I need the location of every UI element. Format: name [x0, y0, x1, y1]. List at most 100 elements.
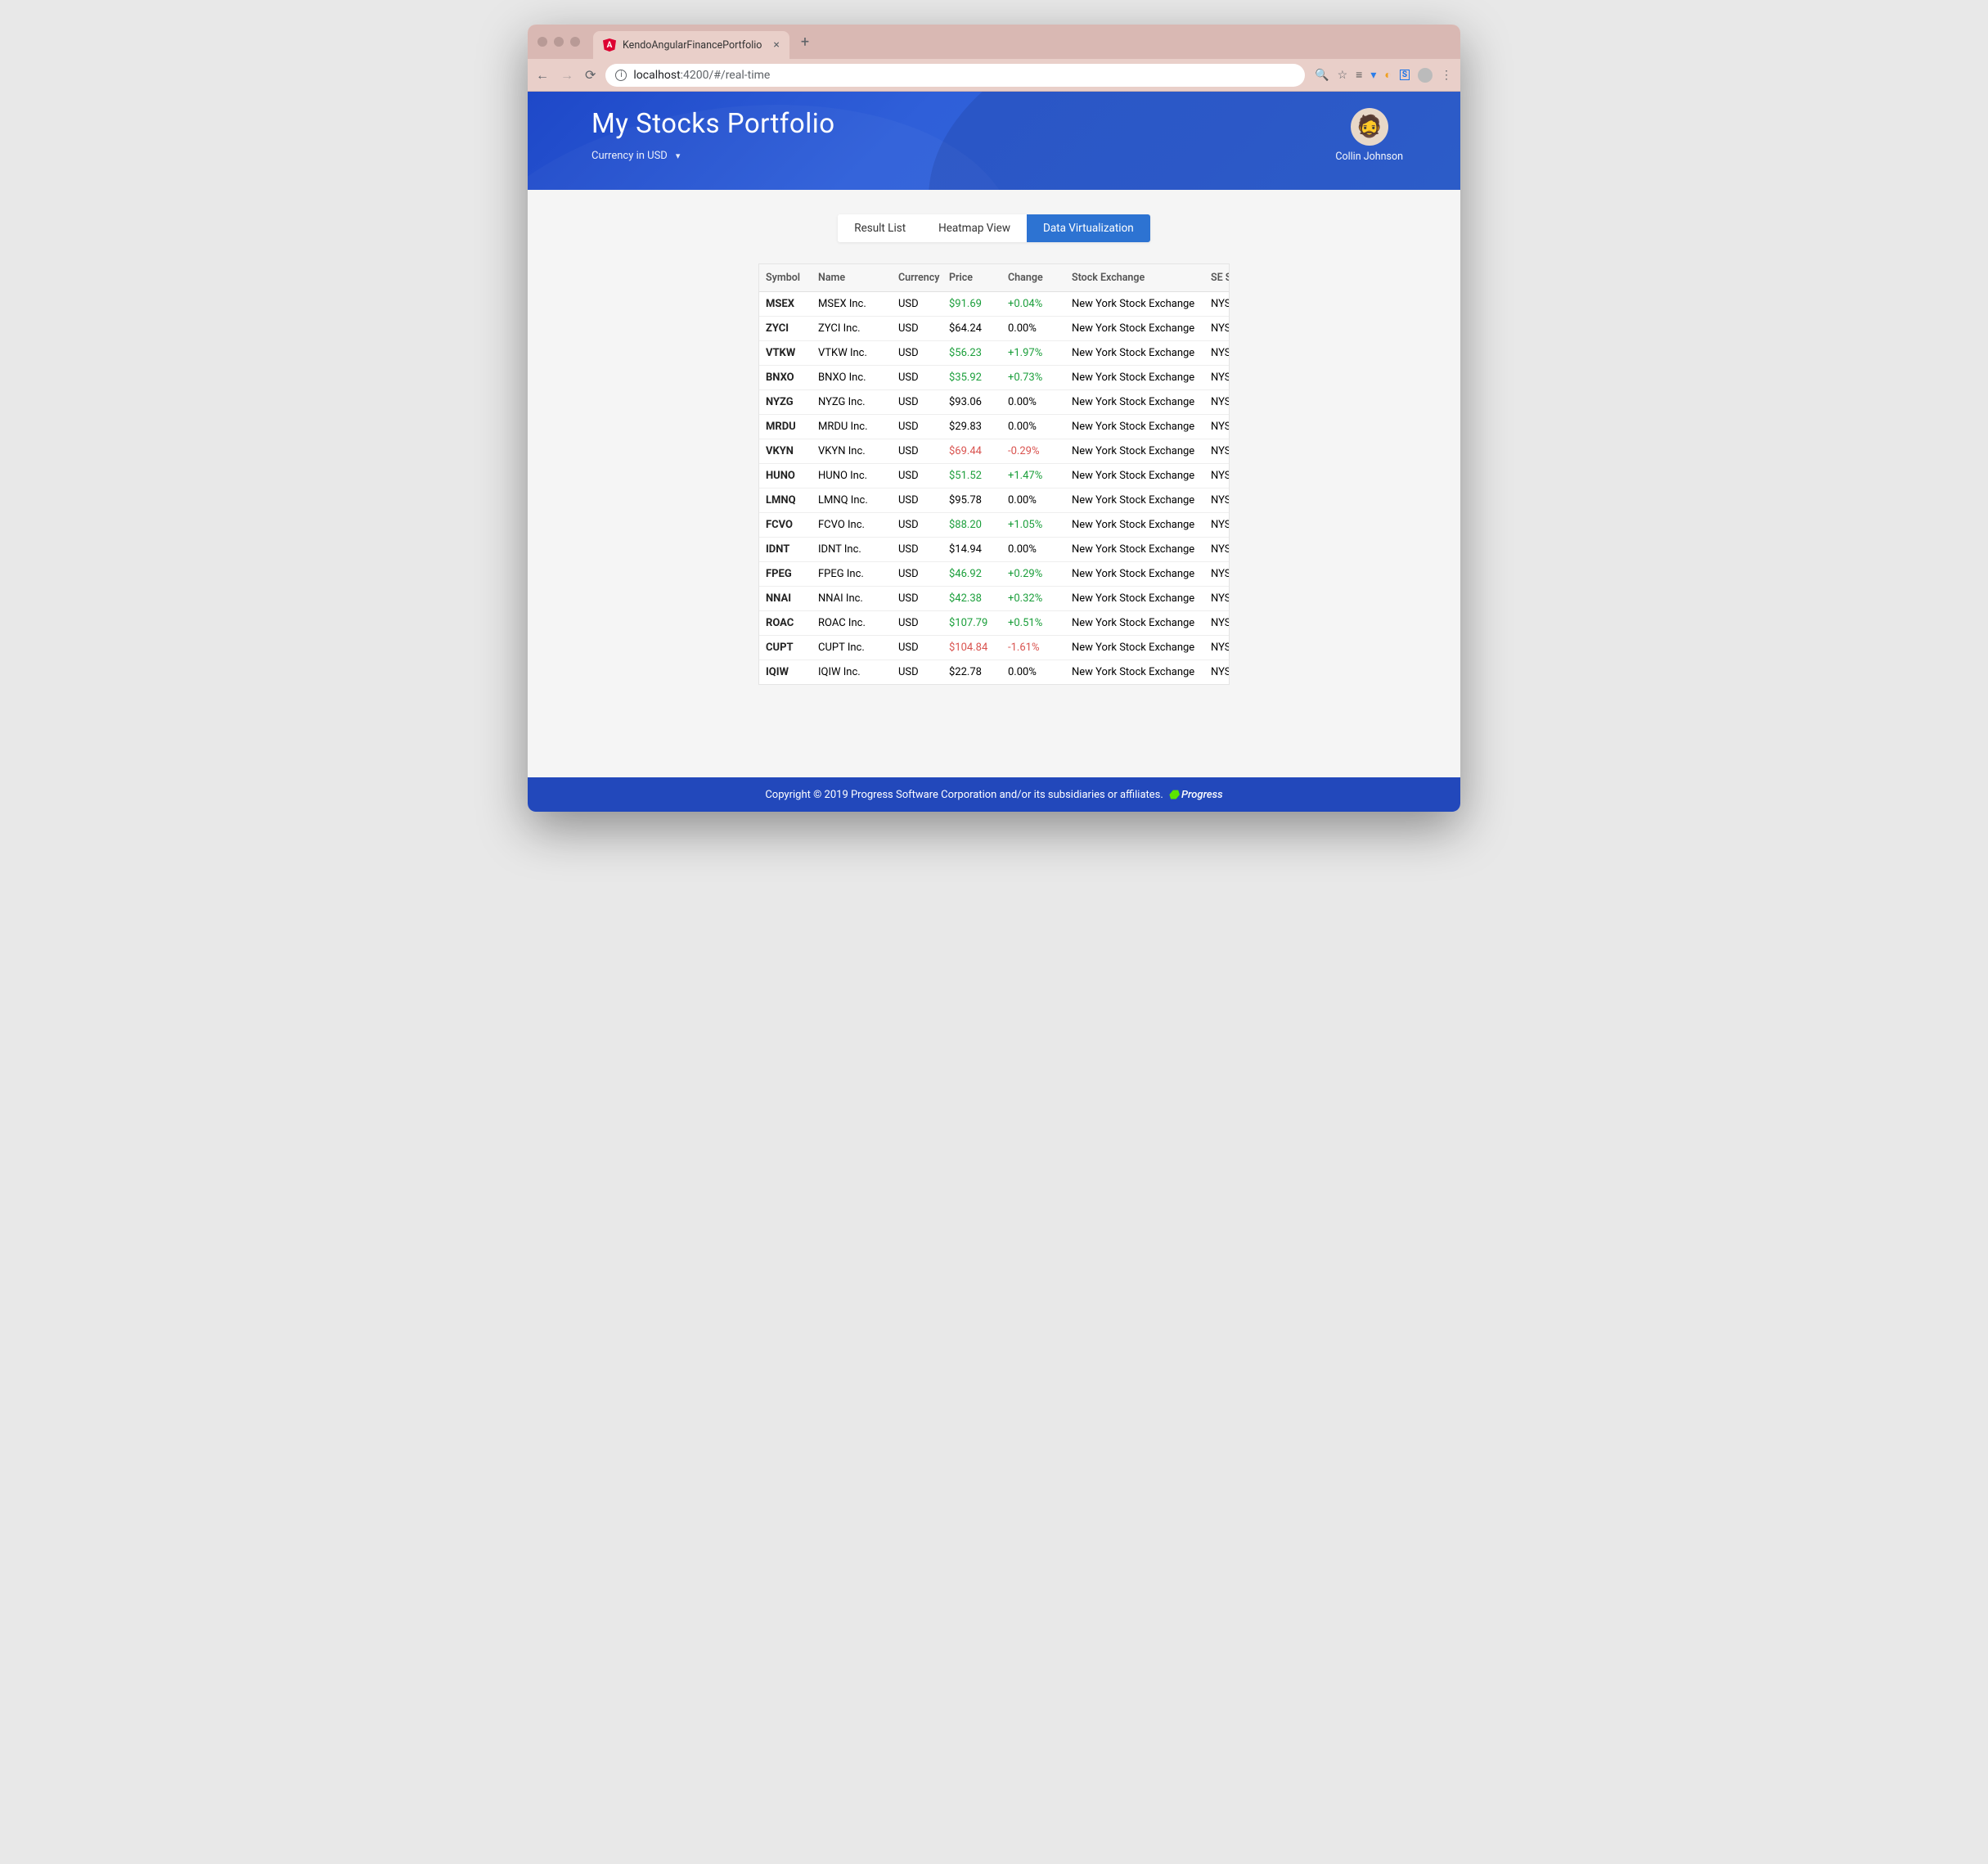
cell-currency: USD [892, 464, 942, 489]
new-tab-button[interactable]: + [801, 34, 809, 51]
cell-exchange: New York Stock Exchange [1065, 538, 1204, 562]
cell-se-short: NYSE [1204, 341, 1230, 366]
cell-exchange: New York Stock Exchange [1065, 513, 1204, 538]
cell-exchange: New York Stock Exchange [1065, 611, 1204, 636]
column-header[interactable]: Stock Exchange [1065, 264, 1204, 292]
cell-price: $64.24 [942, 317, 1001, 341]
table-row[interactable]: FPEGFPEG Inc.USD$46.92+0.29%New York Sto… [759, 562, 1230, 587]
cell-currency: USD [892, 611, 942, 636]
table-row[interactable]: VTKWVTKW Inc.USD$56.23+1.97%New York Sto… [759, 341, 1230, 366]
profile-avatar-icon[interactable] [1418, 68, 1433, 83]
cell-symbol: IQIW [759, 660, 812, 685]
cell-symbol: VTKW [759, 341, 812, 366]
cell-change: 0.00% [1001, 415, 1065, 439]
table-row[interactable]: ZYCIZYCI Inc.USD$64.240.00%New York Stoc… [759, 317, 1230, 341]
cell-change: +0.51% [1001, 611, 1065, 636]
cell-currency: USD [892, 489, 942, 513]
browser-menu-icon[interactable]: ⋮ [1441, 69, 1452, 82]
cell-name: NYZG Inc. [812, 390, 892, 415]
browser-window: A KendoAngularFinancePortfolio × + ← → ⟳… [528, 25, 1460, 812]
toolbar-right: 🔍 ☆ ≡ ▾ ◐ S ⋮ [1315, 68, 1452, 83]
cell-change: +1.47% [1001, 464, 1065, 489]
stocks-grid: SymbolNameCurrencyPriceChangeStock Excha… [758, 263, 1230, 685]
view-tabs: Result ListHeatmap ViewData Virtualizati… [838, 214, 1149, 242]
view-tab-heatmap-view[interactable]: Heatmap View [922, 214, 1027, 242]
cell-price: $14.94 [942, 538, 1001, 562]
extension-icon[interactable]: ◐ [1384, 68, 1391, 82]
view-tab-result-list[interactable]: Result List [838, 214, 922, 242]
nav-forward-icon[interactable]: → [560, 67, 573, 83]
table-row[interactable]: LMNQLMNQ Inc.USD$95.780.00%New York Stoc… [759, 489, 1230, 513]
extension-icon[interactable]: ▾ [1370, 69, 1376, 82]
bookmark-star-icon[interactable]: ☆ [1338, 69, 1348, 82]
url-host: localhost [633, 69, 680, 82]
table-row[interactable]: IDNTIDNT Inc.USD$14.940.00%New York Stoc… [759, 538, 1230, 562]
cell-exchange: New York Stock Exchange [1065, 317, 1204, 341]
app-footer: Copyright © 2019 Progress Software Corpo… [528, 777, 1460, 812]
cell-symbol: HUNO [759, 464, 812, 489]
cell-se-short: NYSE [1204, 513, 1230, 538]
view-tab-data-virtualization[interactable]: Data Virtualization [1027, 214, 1150, 242]
cell-change: +1.05% [1001, 513, 1065, 538]
extension-icon[interactable]: S [1400, 70, 1410, 80]
cell-change: 0.00% [1001, 660, 1065, 685]
cell-se-short: NYSE [1204, 562, 1230, 587]
cell-symbol: IDNT [759, 538, 812, 562]
table-row[interactable]: VKYNVKYN Inc.USD$69.44-0.29%New York Sto… [759, 439, 1230, 464]
cell-name: ZYCI Inc. [812, 317, 892, 341]
cell-se-short: NYSE [1204, 439, 1230, 464]
cell-se-short: NYSE [1204, 390, 1230, 415]
address-bar[interactable]: i localhost:4200/#/real-time [605, 64, 1305, 87]
cell-symbol: MRDU [759, 415, 812, 439]
cell-price: $35.92 [942, 366, 1001, 390]
window-close-dot[interactable] [537, 37, 547, 47]
table-row[interactable]: ROACROAC Inc.USD$107.79+0.51%New York St… [759, 611, 1230, 636]
table-row[interactable]: NYZGNYZG Inc.USD$93.060.00%New York Stoc… [759, 390, 1230, 415]
table-row[interactable]: NNAINNAI Inc.USD$42.38+0.32%New York Sto… [759, 587, 1230, 611]
nav-reload-icon[interactable]: ⟳ [585, 67, 596, 83]
currency-selector[interactable]: Currency in USD ▾ [591, 150, 680, 162]
zoom-icon[interactable]: 🔍 [1315, 69, 1329, 82]
cell-symbol: ZYCI [759, 317, 812, 341]
column-header[interactable]: SE Short [1204, 264, 1230, 292]
cell-price: $93.06 [942, 390, 1001, 415]
table-row[interactable]: FCVOFCVO Inc.USD$88.20+1.05%New York Sto… [759, 513, 1230, 538]
window-max-dot[interactable] [570, 37, 580, 47]
user-chip[interactable]: 🧔 Collin Johnson [1335, 108, 1403, 163]
table-row[interactable]: BNXOBNXO Inc.USD$35.92+0.73%New York Sto… [759, 366, 1230, 390]
site-info-icon[interactable]: i [615, 70, 627, 81]
cell-exchange: New York Stock Exchange [1065, 562, 1204, 587]
column-header[interactable]: Name [812, 264, 892, 292]
table-row[interactable]: HUNOHUNO Inc.USD$51.52+1.47%New York Sto… [759, 464, 1230, 489]
cell-currency: USD [892, 366, 942, 390]
cell-price: $104.84 [942, 636, 1001, 660]
cell-symbol: CUPT [759, 636, 812, 660]
column-header[interactable]: Symbol [759, 264, 812, 292]
cell-symbol: MSEX [759, 292, 812, 317]
cell-se-short: NYSE [1204, 292, 1230, 317]
progress-logo: ⬣ Progress [1168, 787, 1223, 802]
cell-exchange: New York Stock Exchange [1065, 415, 1204, 439]
extension-icon[interactable]: ≡ [1356, 68, 1362, 82]
column-header[interactable]: Currency [892, 264, 942, 292]
tab-close-icon[interactable]: × [773, 38, 779, 52]
table-row[interactable]: CUPTCUPT Inc.USD$104.84-1.61%New York St… [759, 636, 1230, 660]
stocks-table: SymbolNameCurrencyPriceChangeStock Excha… [759, 264, 1230, 684]
app-viewport: My Stocks Portfolio Currency in USD ▾ 🧔 … [528, 92, 1460, 812]
cell-symbol: BNXO [759, 366, 812, 390]
nav-buttons: ← → ⟳ [536, 67, 596, 83]
table-row[interactable]: IQIWIQIW Inc.USD$22.780.00%New York Stoc… [759, 660, 1230, 685]
cell-symbol: FPEG [759, 562, 812, 587]
nav-back-icon[interactable]: ← [536, 67, 549, 83]
window-min-dot[interactable] [554, 37, 564, 47]
cell-name: VTKW Inc. [812, 341, 892, 366]
column-header[interactable]: Change [1001, 264, 1065, 292]
browser-tab-title: KendoAngularFinancePortfolio [623, 39, 762, 52]
browser-tab[interactable]: A KendoAngularFinancePortfolio × [593, 31, 789, 59]
cell-price: $107.79 [942, 611, 1001, 636]
column-header[interactable]: Price [942, 264, 1001, 292]
cell-currency: USD [892, 292, 942, 317]
cell-change: 0.00% [1001, 317, 1065, 341]
table-row[interactable]: MSEXMSEX Inc.USD$91.69+0.04%New York Sto… [759, 292, 1230, 317]
table-row[interactable]: MRDUMRDU Inc.USD$29.830.00%New York Stoc… [759, 415, 1230, 439]
